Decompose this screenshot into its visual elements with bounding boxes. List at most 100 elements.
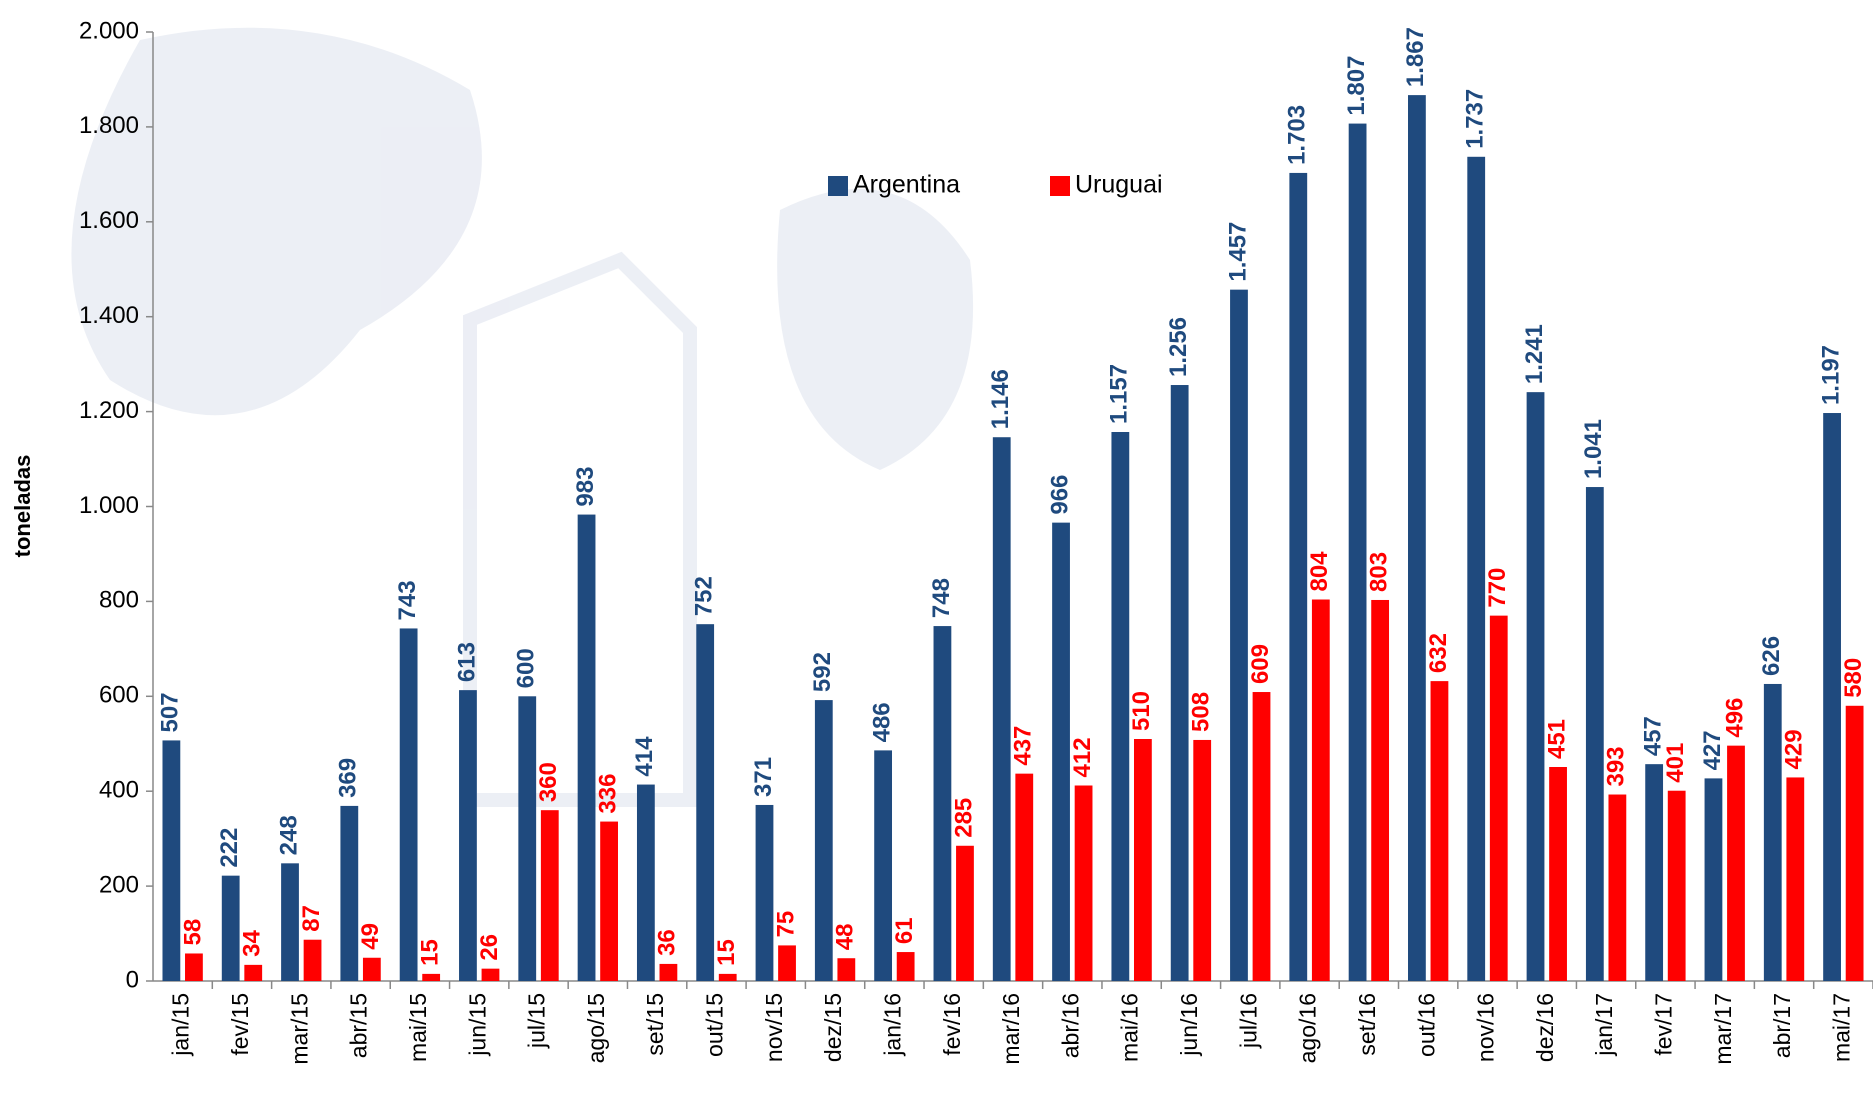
- x-tick-label: mai/17: [1828, 993, 1854, 1062]
- y-tick-label: 800: [99, 587, 139, 614]
- data-label: 393: [1603, 746, 1630, 786]
- bar: [1408, 95, 1426, 981]
- data-label: 26: [476, 934, 503, 961]
- bar: [837, 958, 856, 981]
- data-label: 1.041: [1580, 419, 1607, 479]
- y-tick-label: 2.000: [79, 17, 139, 44]
- data-label: 770: [1484, 568, 1511, 608]
- data-label: 58: [179, 919, 206, 946]
- x-tick-label: jan/17: [1591, 993, 1617, 1057]
- data-label: 61: [891, 917, 918, 944]
- legend-swatch: [828, 176, 848, 196]
- data-label: 626: [1758, 636, 1785, 676]
- bar: [600, 821, 618, 981]
- bar: [1526, 392, 1545, 981]
- bar: [1823, 413, 1841, 981]
- bar: [814, 700, 833, 981]
- x-tick-label: jan/15: [168, 993, 194, 1057]
- data-label: 983: [572, 467, 599, 507]
- bar: [1786, 777, 1805, 981]
- data-label: 1.146: [987, 369, 1014, 429]
- bar: [659, 963, 678, 981]
- data-label: 414: [631, 736, 658, 777]
- bar: [162, 740, 181, 981]
- x-tick-label: dez/16: [1532, 993, 1558, 1062]
- bar: [1052, 522, 1070, 981]
- x-tick-label: mar/15: [286, 993, 312, 1065]
- data-label: 592: [809, 652, 836, 692]
- bar: [185, 953, 203, 981]
- bar: [1289, 172, 1308, 981]
- data-label: 507: [157, 692, 184, 732]
- data-label: 966: [1046, 475, 1073, 515]
- data-label: 437: [1010, 726, 1037, 766]
- bar: [933, 626, 952, 981]
- bar: [1348, 123, 1367, 982]
- y-axis-label: toneladas: [10, 455, 35, 558]
- x-tick-label: abr/15: [346, 993, 372, 1058]
- data-label: 1.703: [1284, 105, 1311, 165]
- bar: [1645, 764, 1664, 981]
- bar: [459, 690, 477, 981]
- data-label: 752: [691, 576, 718, 616]
- bar: [1074, 785, 1093, 981]
- data-label: 429: [1781, 729, 1808, 769]
- x-tick-label: nov/16: [1473, 993, 1499, 1062]
- x-tick-label: ago/16: [1295, 993, 1321, 1063]
- x-tick-label: out/15: [702, 993, 728, 1057]
- data-label: 412: [1069, 737, 1096, 777]
- data-label: 49: [357, 923, 384, 950]
- y-tick-label: 1.200: [79, 397, 139, 424]
- bar: [422, 973, 441, 981]
- data-label: 632: [1425, 633, 1452, 673]
- x-tick-label: jan/16: [879, 993, 905, 1057]
- bar: [244, 964, 263, 981]
- bar: [1230, 289, 1248, 981]
- data-label: 748: [928, 578, 955, 618]
- data-label: 36: [654, 929, 681, 956]
- data-label: 48: [832, 924, 859, 951]
- data-label: 1.157: [1106, 364, 1133, 424]
- bar: [281, 863, 299, 981]
- x-tick-label: jul/16: [1235, 993, 1261, 1049]
- bar: [1111, 432, 1130, 981]
- y-tick-label: 400: [99, 777, 139, 804]
- bar: [1704, 778, 1723, 981]
- y-tick-label: 1.400: [79, 302, 139, 329]
- data-label: 336: [594, 774, 621, 814]
- bar: [1133, 739, 1152, 981]
- x-tick-label: jun/16: [1176, 993, 1202, 1057]
- x-tick-label: abr/16: [1057, 993, 1083, 1058]
- x-tick-label: set/16: [1354, 993, 1380, 1056]
- data-label: 222: [216, 828, 243, 868]
- bar: [874, 750, 893, 981]
- bar: [399, 628, 418, 981]
- x-tick-label: fev/15: [227, 993, 253, 1056]
- data-label: 285: [950, 798, 977, 838]
- y-tick-label: 200: [99, 871, 139, 898]
- x-tick-label: nov/15: [761, 993, 787, 1062]
- data-label: 743: [394, 580, 421, 620]
- data-label: 451: [1543, 719, 1570, 759]
- x-tick-label: mar/16: [998, 993, 1024, 1065]
- bar: [1371, 599, 1390, 981]
- data-label: 15: [713, 939, 740, 966]
- y-tick-label: 1.800: [79, 112, 139, 139]
- data-label: 803: [1365, 552, 1392, 592]
- x-tick-label: out/16: [1413, 993, 1439, 1057]
- x-tick-label: abr/17: [1769, 993, 1795, 1058]
- data-label: 613: [453, 642, 480, 682]
- data-label: 75: [772, 911, 799, 938]
- bar: [1193, 739, 1212, 981]
- legend-swatch: [1050, 176, 1070, 196]
- data-label: 87: [298, 905, 325, 932]
- bar: [362, 957, 381, 981]
- x-tick-label: mar/17: [1710, 993, 1736, 1065]
- y-tick-label: 1.600: [79, 207, 139, 234]
- x-tick-label: mai/15: [405, 993, 431, 1062]
- bar: [518, 696, 537, 981]
- data-label: 427: [1699, 730, 1726, 770]
- bar: [1727, 745, 1745, 981]
- x-tick-label: set/15: [642, 993, 668, 1056]
- bar: [956, 845, 974, 981]
